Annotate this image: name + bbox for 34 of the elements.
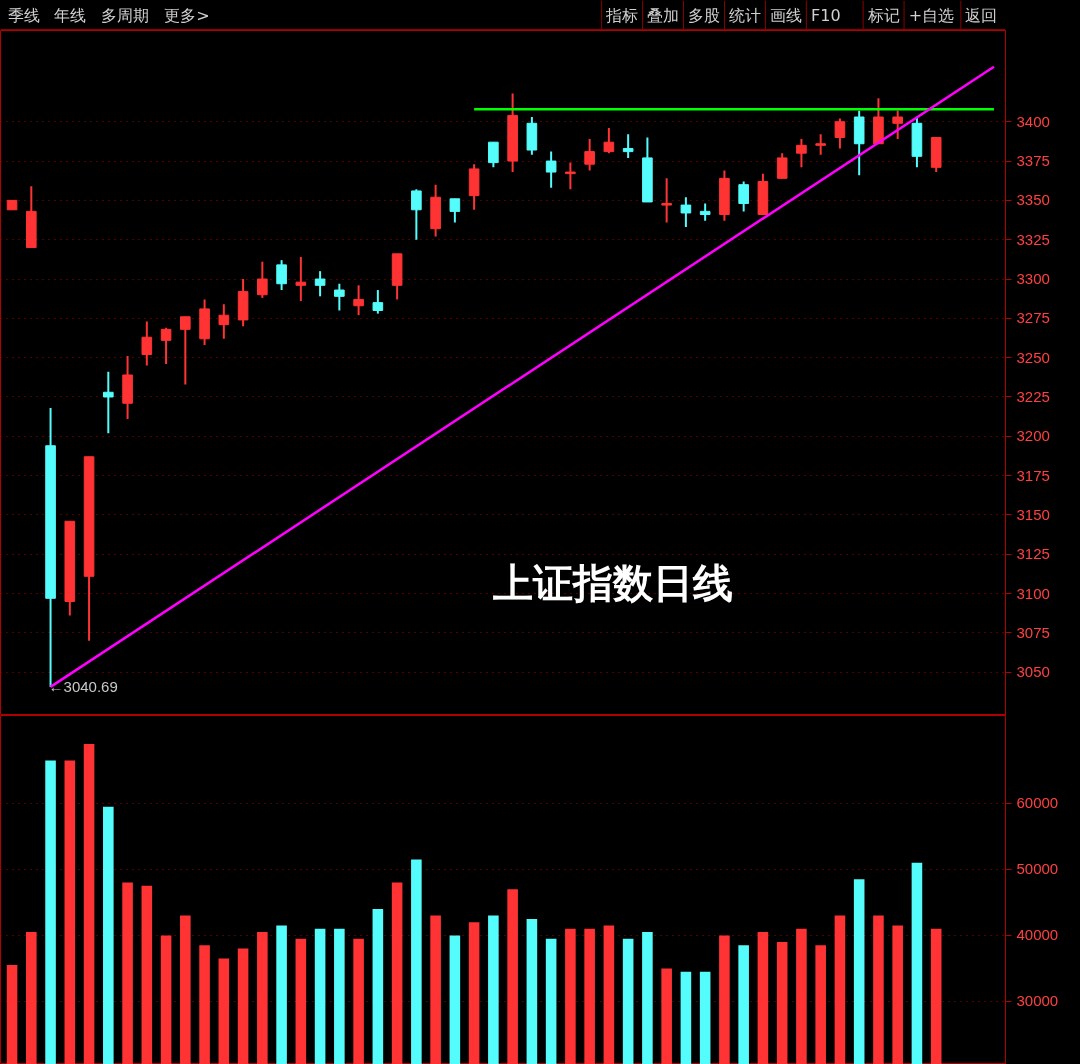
text: F10 bbox=[811, 6, 841, 25]
text: 多股 bbox=[688, 6, 721, 25]
y-tick-label: 3150 bbox=[1016, 505, 1050, 523]
y-tick-label: 3075 bbox=[1016, 623, 1050, 641]
y-tick-label: 3275 bbox=[1016, 309, 1050, 327]
y-tick-label: 40000 bbox=[1016, 926, 1059, 944]
y-tick-label: 3200 bbox=[1016, 427, 1050, 445]
y-tick-label: 3050 bbox=[1016, 663, 1050, 681]
y-tick-label: 3125 bbox=[1016, 545, 1050, 563]
text: 季线 bbox=[7, 6, 40, 25]
y-tick-label: 3175 bbox=[1016, 466, 1050, 484]
y-tick-label: 3225 bbox=[1016, 387, 1050, 405]
annotation: ←3040.69 bbox=[48, 678, 118, 696]
text: 上证指数日线 bbox=[492, 558, 733, 606]
y-tick-label: 30000 bbox=[1016, 992, 1059, 1010]
y-tick-label: 3350 bbox=[1016, 191, 1050, 209]
text: 统计 bbox=[729, 6, 762, 25]
text: 更多> bbox=[164, 6, 210, 25]
text: 叠加 bbox=[647, 6, 680, 25]
y-tick-label: 3325 bbox=[1016, 230, 1050, 248]
y-tick-label: 3300 bbox=[1016, 270, 1050, 288]
y-tick-label: 60000 bbox=[1016, 794, 1059, 812]
y-tick-label: 50000 bbox=[1016, 860, 1059, 878]
text: 画线 bbox=[770, 6, 803, 25]
text: 指标 bbox=[605, 6, 639, 25]
text: 多周期 bbox=[101, 6, 149, 25]
y-tick-label: 3375 bbox=[1016, 152, 1050, 170]
y-tick-label: 3400 bbox=[1016, 112, 1050, 130]
text: +自选 bbox=[908, 6, 955, 25]
text: 标记 bbox=[866, 6, 900, 25]
y-tick-label: 3100 bbox=[1016, 584, 1050, 602]
text: 返回 bbox=[965, 6, 998, 25]
text: 年线 bbox=[54, 6, 87, 25]
y-tick-label: 3250 bbox=[1016, 348, 1050, 366]
